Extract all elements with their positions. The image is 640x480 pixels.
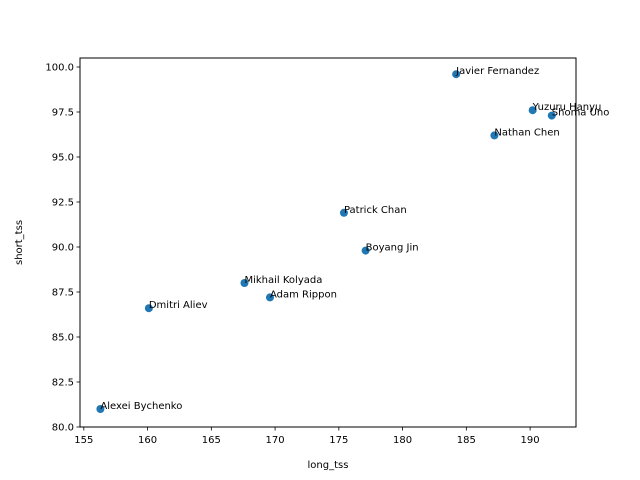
point-label: Boyang Jin <box>366 243 419 254</box>
x-tick-label: 185 <box>457 435 476 446</box>
y-axis-label: short_tss <box>14 220 25 265</box>
point-label: Alexei Bychenko <box>100 401 182 412</box>
point-label: Shoma Uno <box>552 108 610 119</box>
data-point <box>339 208 348 217</box>
y-tick-label: 95.0 <box>52 153 74 164</box>
point-label: Dmitri Aliev <box>149 300 208 311</box>
x-tick-label: 190 <box>521 435 540 446</box>
data-point <box>96 405 105 413</box>
x-axis-label: long_tss <box>308 460 349 471</box>
point-label: Adam Rippon <box>270 289 337 300</box>
point-label: Patrick Chan <box>344 205 407 216</box>
x-tick-label: 165 <box>202 435 221 446</box>
data-point <box>361 246 370 255</box>
point-label: Nathan Chen <box>494 127 559 138</box>
y-tick-label: 82.5 <box>52 378 74 389</box>
data-point <box>547 111 556 120</box>
data-point <box>240 279 249 287</box>
points-layer <box>96 70 556 413</box>
data-point <box>490 131 499 140</box>
y-tick-label: 87.5 <box>52 288 74 299</box>
x-tick-label: 160 <box>138 435 157 446</box>
y-tick-label: 80.0 <box>52 423 74 434</box>
data-point <box>528 106 537 115</box>
point-label: Javier Fernandez <box>455 66 539 77</box>
x-tick-label: 155 <box>74 435 93 446</box>
x-tick-label: 170 <box>266 435 285 446</box>
y-tick-label: 100.0 <box>45 63 74 74</box>
plot-frame <box>79 57 577 428</box>
y-tick-label: 97.5 <box>52 108 74 119</box>
y-tick-label: 85.0 <box>52 333 74 344</box>
point-label: Yuzuru Hanyu <box>532 102 602 113</box>
data-point <box>144 304 153 313</box>
data-point <box>265 293 274 302</box>
y-axis-ticks: 80.0 82.5 85.0 87.5 90.0 92.5 95.0 97.5 100.0 <box>45 63 80 434</box>
y-tick-label: 90.0 <box>52 243 74 254</box>
data-point <box>452 70 461 79</box>
x-axis-ticks: 155 160 165 170 175 180 185 190 <box>74 427 540 446</box>
x-tick-label: 175 <box>329 435 348 446</box>
x-tick-label: 180 <box>393 435 412 446</box>
y-tick-label: 92.5 <box>52 198 74 209</box>
point-label: Mikhail Kolyada <box>244 275 322 286</box>
